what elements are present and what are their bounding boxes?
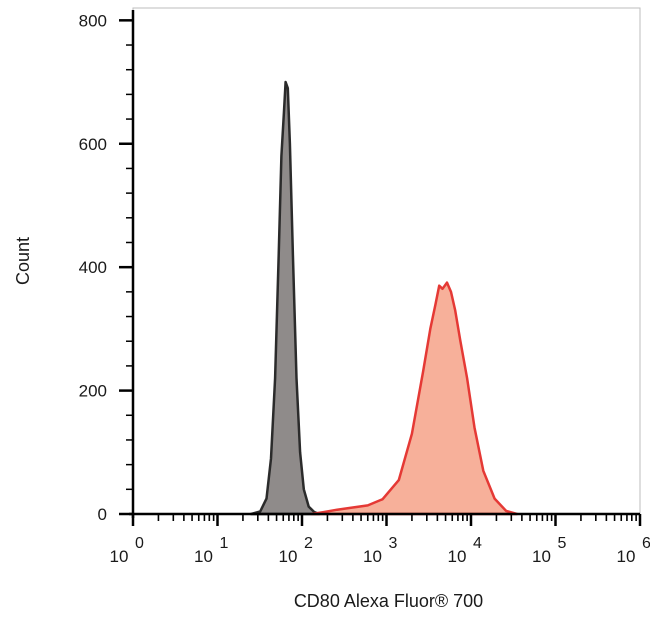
plot-frame xyxy=(132,7,641,515)
y-axis-title: Count xyxy=(13,237,33,285)
y-tick-label: 800 xyxy=(79,11,107,30)
y-tick-label: 0 xyxy=(98,505,107,524)
y-tick-label: 600 xyxy=(79,135,107,154)
x-tick-label-base: 10 xyxy=(194,547,213,566)
histogram-series-1 xyxy=(249,80,321,516)
y-tick-label: 400 xyxy=(79,258,107,277)
x-tick-label-base: 10 xyxy=(448,547,467,566)
x-tick-label-base: 10 xyxy=(279,547,298,566)
x-tick-label-base: 10 xyxy=(532,547,551,566)
x-tick-label-exponent: 2 xyxy=(304,535,313,552)
x-tick-label-exponent: 0 xyxy=(135,535,144,552)
x-tick-label-exponent: 5 xyxy=(558,535,567,552)
x-tick-label-base: 10 xyxy=(617,547,636,566)
x-axis-title: CD80 Alexa Fluor® 700 xyxy=(294,591,483,611)
x-tick-label-exponent: 1 xyxy=(220,535,229,552)
x-tick-label-exponent: 4 xyxy=(473,535,482,552)
x-tick-label-base: 10 xyxy=(363,547,382,566)
x-tick-label-exponent: 6 xyxy=(642,535,650,552)
x-tick-label-exponent: 3 xyxy=(389,535,398,552)
y-tick-label: 200 xyxy=(79,382,107,401)
histogram-series-2 xyxy=(310,281,519,516)
x-tick-label-base: 10 xyxy=(110,547,129,566)
